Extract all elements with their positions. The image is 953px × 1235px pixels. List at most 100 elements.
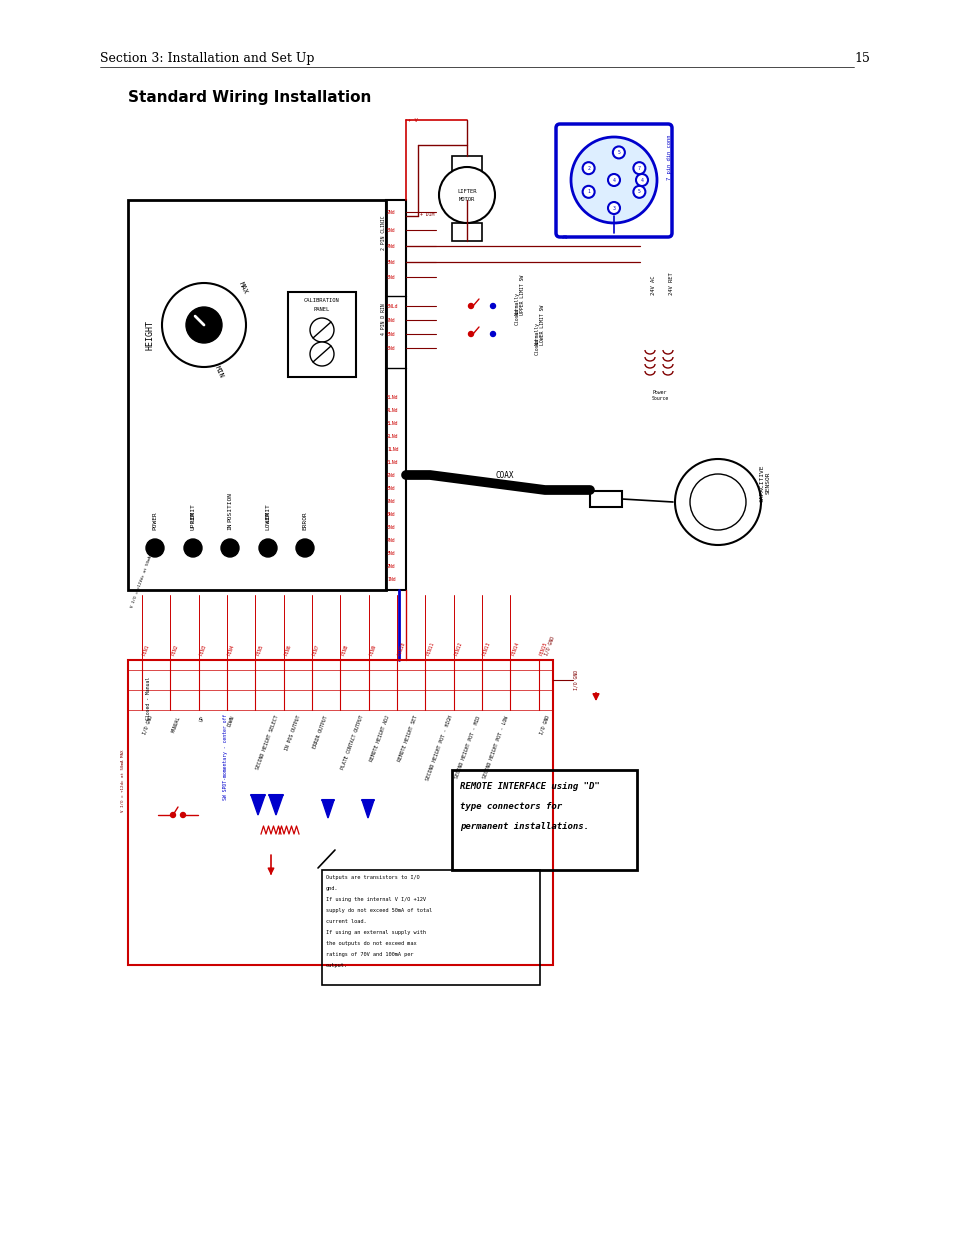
Text: LIMIT: LIMIT bbox=[265, 503, 271, 522]
Text: PIN9: PIN9 bbox=[369, 643, 377, 656]
Circle shape bbox=[180, 813, 185, 818]
Text: 7Nd: 7Nd bbox=[387, 499, 395, 504]
Bar bbox=[288, 291, 355, 377]
Text: PIN13: PIN13 bbox=[481, 641, 491, 656]
Text: 7: 7 bbox=[638, 165, 640, 170]
Text: PIN2: PIN2 bbox=[171, 643, 179, 656]
Text: SW SPDT-momentary - center off: SW SPDT-momentary - center off bbox=[223, 714, 228, 800]
Text: If using an external supply with: If using an external supply with bbox=[326, 930, 426, 935]
Text: 4Nd: 4Nd bbox=[387, 245, 395, 249]
Text: 2Nd: 2Nd bbox=[387, 210, 395, 215]
Text: PIN7: PIN7 bbox=[312, 643, 320, 656]
Circle shape bbox=[468, 304, 473, 309]
Text: 5Nd: 5Nd bbox=[387, 228, 395, 233]
Circle shape bbox=[607, 174, 619, 186]
Text: I/O GND: I/O GND bbox=[538, 715, 550, 736]
Text: 5NLd: 5NLd bbox=[387, 304, 398, 309]
Text: PIN10: PIN10 bbox=[396, 641, 406, 656]
Text: PIN11: PIN11 bbox=[425, 641, 435, 656]
Circle shape bbox=[675, 459, 760, 545]
Text: CALIBRATION: CALIBRATION bbox=[304, 298, 339, 303]
Text: I/O GND: I/O GND bbox=[142, 715, 153, 736]
Text: PIN4: PIN4 bbox=[227, 643, 235, 656]
Circle shape bbox=[146, 538, 164, 557]
Text: 5: 5 bbox=[638, 189, 640, 194]
Text: PIN1: PIN1 bbox=[142, 643, 151, 656]
Text: If using the internal V I/O +12V: If using the internal V I/O +12V bbox=[326, 897, 426, 902]
Text: UPPER LIMIT SW: UPPER LIMIT SW bbox=[519, 274, 524, 315]
Bar bbox=[452, 156, 481, 174]
Text: I/O GND: I/O GND bbox=[574, 669, 578, 690]
Text: 5Nd: 5Nd bbox=[387, 346, 395, 351]
Text: PIN12: PIN12 bbox=[454, 641, 463, 656]
Text: IN POS OUTPUT: IN POS OUTPUT bbox=[284, 715, 301, 752]
Text: 1LNd: 1LNd bbox=[387, 447, 398, 452]
Text: 2: 2 bbox=[586, 165, 590, 170]
Text: 5Nd: 5Nd bbox=[387, 275, 395, 280]
Polygon shape bbox=[269, 795, 283, 815]
Bar bbox=[452, 769, 637, 869]
Text: PIN5: PIN5 bbox=[255, 643, 264, 656]
Text: 3Nd: 3Nd bbox=[387, 261, 395, 266]
Circle shape bbox=[186, 308, 222, 343]
Text: PIN8: PIN8 bbox=[340, 643, 349, 656]
Text: 2 PIN CLINIC: 2 PIN CLINIC bbox=[381, 215, 386, 249]
Text: 4: 4 bbox=[639, 178, 642, 183]
Circle shape bbox=[582, 162, 594, 174]
Text: COAX: COAX bbox=[496, 471, 514, 480]
Text: REMOTE HEIGHT ADJ: REMOTE HEIGHT ADJ bbox=[369, 715, 390, 763]
Circle shape bbox=[633, 162, 644, 174]
Text: LOWER: LOWER bbox=[265, 511, 271, 530]
Text: ERROR: ERROR bbox=[302, 511, 307, 530]
Text: V I/O = +12Vdc at 50mA MAX: V I/O = +12Vdc at 50mA MAX bbox=[130, 546, 156, 608]
Text: 3: 3 bbox=[612, 205, 615, 210]
Text: LOWER LIMIT SW: LOWER LIMIT SW bbox=[539, 305, 544, 345]
Bar bbox=[128, 200, 386, 590]
Text: Power
Source: Power Source bbox=[651, 390, 668, 401]
Text: 5LNd: 5LNd bbox=[387, 395, 398, 400]
Text: 3Nd: 3Nd bbox=[387, 551, 395, 556]
Circle shape bbox=[310, 342, 334, 366]
Circle shape bbox=[171, 813, 175, 818]
Text: 1Nd: 1Nd bbox=[387, 577, 395, 582]
Text: Standard Wiring Installation: Standard Wiring Installation bbox=[128, 90, 371, 105]
Polygon shape bbox=[361, 800, 374, 818]
Text: Normally: Normally bbox=[535, 322, 539, 345]
Text: CAPACITIVE
SENSOR: CAPACITIVE SENSOR bbox=[759, 464, 770, 501]
Circle shape bbox=[490, 331, 495, 336]
Text: + V: + V bbox=[408, 119, 417, 124]
FancyBboxPatch shape bbox=[556, 124, 671, 237]
Text: 0LNd: 0LNd bbox=[387, 459, 398, 466]
Text: PANEL: PANEL bbox=[314, 308, 330, 312]
Text: PIN3: PIN3 bbox=[198, 643, 207, 656]
Circle shape bbox=[689, 474, 745, 530]
Circle shape bbox=[490, 304, 495, 309]
Circle shape bbox=[571, 137, 657, 224]
Text: + DIM: + DIM bbox=[419, 212, 434, 217]
Text: the outputs do not exceed max: the outputs do not exceed max bbox=[326, 941, 416, 946]
Text: 3LNd: 3LNd bbox=[387, 421, 398, 426]
Text: SECOND HEIGHT POT - MID: SECOND HEIGHT POT - MID bbox=[454, 715, 480, 779]
Text: 9Nd: 9Nd bbox=[387, 473, 395, 478]
Circle shape bbox=[295, 538, 314, 557]
Circle shape bbox=[636, 174, 647, 186]
Text: LIMIT: LIMIT bbox=[191, 503, 195, 522]
Text: 4: 4 bbox=[612, 178, 615, 183]
Text: POWER: POWER bbox=[152, 511, 157, 530]
Circle shape bbox=[582, 185, 594, 198]
Text: ratings of 70V and 100mA per: ratings of 70V and 100mA per bbox=[326, 952, 413, 957]
Circle shape bbox=[612, 147, 624, 158]
Text: 5Nd: 5Nd bbox=[387, 525, 395, 530]
Bar bbox=[128, 659, 553, 965]
Text: MAX: MAX bbox=[237, 282, 249, 295]
Circle shape bbox=[310, 317, 334, 342]
Text: 24V AC: 24V AC bbox=[651, 275, 656, 295]
Circle shape bbox=[633, 185, 644, 198]
Text: Outputs are transistors to I/O: Outputs are transistors to I/O bbox=[326, 876, 419, 881]
Text: UPPER: UPPER bbox=[191, 511, 195, 530]
Text: 2Nd: 2Nd bbox=[387, 564, 395, 569]
Text: type connectors for: type connectors for bbox=[459, 802, 561, 811]
Bar bbox=[589, 492, 621, 508]
Text: 2LNd: 2LNd bbox=[387, 433, 398, 438]
Text: I/O GND: I/O GND bbox=[543, 635, 555, 656]
